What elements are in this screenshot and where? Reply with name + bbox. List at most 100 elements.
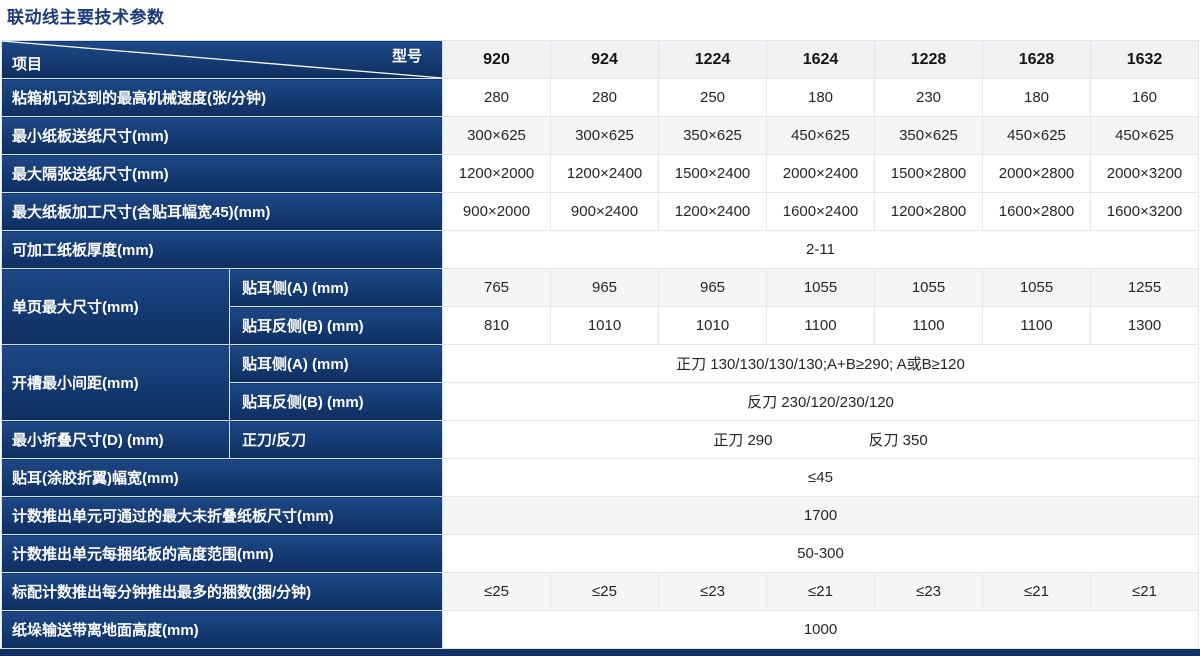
value-cell: 2000×3200	[1090, 154, 1199, 193]
value-cell: ≤21	[982, 572, 1091, 611]
row-label: 粘箱机可达到的最高机械速度(张/分钟)	[1, 78, 443, 117]
table-row-speed: 粘箱机可达到的最高机械速度(张/分钟) 280 280 250 180 230 …	[1, 78, 1199, 117]
value-cell: 450×625	[1090, 116, 1199, 155]
row-label: 最小折叠尺寸(D) (mm)	[1, 420, 230, 459]
value-cell: 230	[874, 78, 983, 117]
value-cell: 180	[982, 78, 1091, 117]
row-label: 可加工纸板厚度(mm)	[1, 230, 443, 269]
table-row-min-feed: 最小纸板送纸尺寸(mm) 300×625 300×625 350×625 450…	[1, 116, 1199, 155]
value-cell: 1200×2000	[442, 154, 551, 193]
row-label: 纸垛输送带离地面高度(mm)	[1, 610, 443, 649]
value-cell: 900×2000	[442, 192, 551, 231]
value-cell: 1010	[658, 306, 767, 345]
sub-row-label: 正刀/反刀	[229, 420, 443, 459]
value-cell: 1100	[874, 306, 983, 345]
value-cell: ≤23	[658, 572, 767, 611]
fold-values: 正刀 290 反刀 350	[444, 429, 1197, 450]
table-row-bundle-height: 计数推出单元每捆纸板的高度范围(mm) 50-300	[1, 534, 1199, 573]
fold-front-value: 正刀 290	[713, 432, 773, 449]
value-cell: ≤21	[766, 572, 875, 611]
value-cell: 1255	[1090, 268, 1199, 307]
row-label: 开槽最小间距(mm)	[1, 344, 230, 421]
model-header: 920	[442, 40, 551, 79]
value-cell: 1600×3200	[1090, 192, 1199, 231]
model-header: 1224	[658, 40, 767, 79]
value-cell: 2000×2400	[766, 154, 875, 193]
value-cell: ≤25	[550, 572, 659, 611]
value-cell: 1055	[766, 268, 875, 307]
value-cell: ≤23	[874, 572, 983, 611]
value-cell: 1600×2800	[982, 192, 1091, 231]
row-label: 最大隔张送纸尺寸(mm)	[1, 154, 443, 193]
diagonal-line-icon	[2, 41, 442, 78]
sub-row-label: 贴耳侧(A) (mm)	[229, 268, 443, 307]
spec-table: 项目 型号 920 924 1224 1624 1228 1628 1632 粘…	[1, 40, 1199, 649]
model-header: 924	[550, 40, 659, 79]
table-row-slot-min-b: 贴耳反侧(B) (mm) 反刀 230/120/230/120	[2, 382, 1199, 421]
page-title: 联动线主要技术参数	[7, 8, 165, 27]
table-bottom-bar	[0, 649, 1200, 656]
row-label: 单页最大尺寸(mm)	[1, 268, 230, 345]
value-cell: 1300	[1090, 306, 1199, 345]
value-cell-span: 50-300	[442, 534, 1199, 573]
sub-row-label: 贴耳侧(A) (mm)	[229, 344, 443, 383]
value-cell-span: 1000	[442, 610, 1199, 649]
table-row-page-max-a: 单页最大尺寸(mm) 贴耳侧(A) (mm) 765 965 965 1055 …	[1, 268, 1199, 345]
value-cell: 1055	[982, 268, 1091, 307]
value-cell: 810	[442, 306, 551, 345]
table-row-ear-width: 贴耳(涂胶折翼)幅宽(mm) ≤45	[1, 458, 1199, 497]
row-label: 计数推出单元每捆纸板的高度范围(mm)	[1, 534, 443, 573]
row-label: 贴耳(涂胶折翼)幅宽(mm)	[1, 458, 443, 497]
value-cell: 900×2400	[550, 192, 659, 231]
value-cell: 1200×2400	[550, 154, 659, 193]
value-cell-span: 反刀 230/120/230/120	[442, 382, 1199, 421]
value-cell-span: ≤45	[442, 458, 1199, 497]
value-cell-span: 2-11	[442, 230, 1199, 269]
table-row-page-max-b: 贴耳反侧(B) (mm) 810 1010 1010 1100 1100 110…	[2, 306, 1199, 345]
value-cell: 450×625	[982, 116, 1091, 155]
table-row-max-unfolded: 计数推出单元可通过的最大未折叠纸板尺寸(mm) 1700	[1, 496, 1199, 535]
value-cell: 280	[550, 78, 659, 117]
value-cell: 160	[1090, 78, 1199, 117]
model-header: 1624	[766, 40, 875, 79]
header-model-label: 型号	[391, 48, 422, 65]
table-header-row: 项目 型号 920 924 1224 1624 1228 1628 1632	[1, 40, 1199, 79]
table-row-thickness: 可加工纸板厚度(mm) 2-11	[1, 230, 1199, 269]
row-label: 最大纸板加工尺寸(含贴耳幅宽45)(mm)	[1, 192, 443, 231]
value-cell: 1200×2800	[874, 192, 983, 231]
value-cell: 280	[442, 78, 551, 117]
value-cell: 1100	[766, 306, 875, 345]
model-header: 1628	[982, 40, 1091, 79]
table-row-conveyor-height: 纸垛输送带离地面高度(mm) 1000	[1, 610, 1199, 649]
value-cell: 765	[442, 268, 551, 307]
value-cell-span: 正刀 130/130/130/130;A+B≥290; A或B≥120	[442, 344, 1199, 383]
table-row-max-process: 最大纸板加工尺寸(含贴耳幅宽45)(mm) 900×2000 900×2400 …	[1, 192, 1199, 231]
value-cell: 300×625	[442, 116, 551, 155]
value-cell: 1500×2800	[874, 154, 983, 193]
sub-row-label: 贴耳反侧(B) (mm)	[229, 306, 443, 345]
value-cell: 965	[658, 268, 767, 307]
value-cell: 2000×2800	[982, 154, 1091, 193]
value-cell: 250	[658, 78, 767, 117]
value-cell: 450×625	[766, 116, 875, 155]
table-row-min-fold: 最小折叠尺寸(D) (mm) 正刀/反刀 正刀 290 反刀 350	[1, 420, 1199, 459]
value-cell: 1200×2400	[658, 192, 767, 231]
model-header: 1228	[874, 40, 983, 79]
value-cell: 350×625	[874, 116, 983, 155]
value-cell: 180	[766, 78, 875, 117]
value-cell: 965	[550, 268, 659, 307]
table-row-bundles-per-min: 标配计数推出每分钟推出最多的捆数(捆/分钟) ≤25 ≤25 ≤23 ≤21 ≤…	[1, 572, 1199, 611]
value-cell: 1600×2400	[766, 192, 875, 231]
value-cell: 1055	[874, 268, 983, 307]
sub-row-label: 贴耳反侧(B) (mm)	[229, 382, 443, 421]
value-cell-span: 正刀 290 反刀 350	[442, 420, 1199, 459]
model-header: 1632	[1090, 40, 1199, 79]
value-cell: ≤21	[1090, 572, 1199, 611]
value-cell: ≤25	[442, 572, 551, 611]
row-label: 最小纸板送纸尺寸(mm)	[1, 116, 443, 155]
value-cell: 300×625	[550, 116, 659, 155]
diagonal-header-cell: 项目 型号	[1, 40, 443, 79]
table-row-slot-min-a: 开槽最小间距(mm) 贴耳侧(A) (mm) 正刀 130/130/130/13…	[1, 344, 1199, 421]
header-item-label: 项目	[12, 56, 43, 73]
